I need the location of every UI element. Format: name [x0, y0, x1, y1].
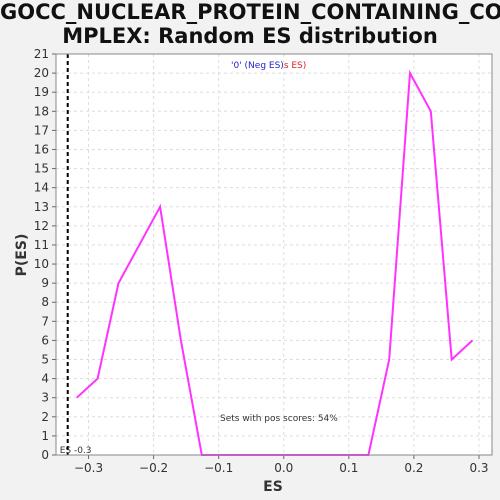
chart-title: GOCC_NUCLEAR_PROTEIN_CONTAINING_CO MPLEX… [0, 0, 500, 48]
x-tick-label: −0.1 [204, 461, 233, 475]
x-tick-label: 0.3 [469, 461, 488, 475]
y-tick-label: 7 [41, 314, 49, 328]
y-tick-label: 19 [34, 85, 49, 99]
y-tick-label: 21 [34, 47, 49, 61]
y-tick-label: 2 [41, 410, 49, 424]
legend: '0' (Neg ES)s ES) [231, 61, 306, 71]
y-tick-label: 9 [41, 276, 49, 290]
chart-title-line-1: GOCC_NUCLEAR_PROTEIN_CONTAINING_CO [0, 0, 500, 24]
y-tick-label: 17 [34, 123, 49, 137]
y-tick-label: 14 [34, 181, 49, 195]
legend-neg: '0' (Neg ES) [231, 61, 284, 71]
y-tick-label: 15 [34, 162, 49, 176]
y-tick-label: 18 [34, 104, 49, 118]
es-marker-label: ES -0.3 [60, 446, 92, 456]
x-axis-label: ES [263, 479, 283, 495]
y-tick-label: 4 [41, 372, 49, 386]
x-tick-label: 0.1 [339, 461, 358, 475]
pos-scores-annotation: Sets with pos scores: 54% [220, 414, 338, 424]
plot-area [56, 54, 492, 455]
y-tick-label: 20 [34, 66, 49, 80]
x-tick-label: 0.0 [274, 461, 293, 475]
plot-frame [55, 53, 493, 456]
y-tick-label: 13 [34, 200, 49, 214]
legend-pos: s ES) [284, 61, 306, 71]
y-tick-label: 3 [41, 391, 49, 405]
x-axis: −0.3 −0.2 −0.1 0.0 0.1 0.2 0.3 [74, 455, 489, 475]
y-tick-label: 0 [41, 448, 49, 462]
x-tick-label: −0.3 [74, 461, 103, 475]
y-tick-label: 8 [41, 295, 49, 309]
y-tick-label: 5 [41, 353, 49, 367]
x-tick-label: 0.2 [404, 461, 423, 475]
x-tick-label: −0.2 [139, 461, 168, 475]
y-tick-label: 12 [34, 219, 49, 233]
y-tick-label: 6 [41, 333, 49, 347]
y-tick-label: 16 [34, 142, 49, 156]
y-tick-label: 10 [34, 257, 49, 271]
chart-title-line-2: MPLEX: Random ES distribution [62, 24, 438, 48]
y-tick-label: 1 [41, 429, 49, 443]
y-tick-label: 11 [34, 238, 49, 252]
grid [56, 53, 492, 456]
y-axis-label: P(ES) [14, 234, 30, 277]
